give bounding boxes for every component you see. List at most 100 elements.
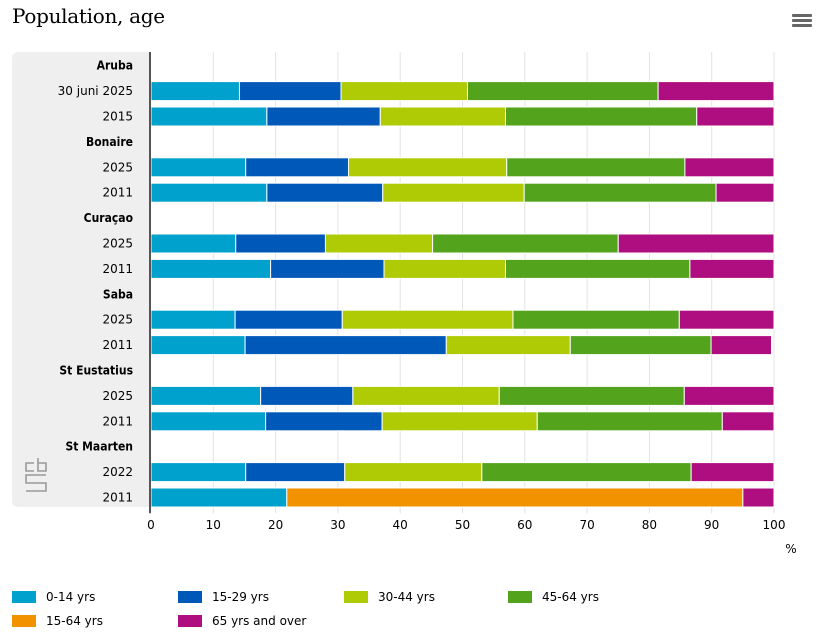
bar-segment-a30_44[interactable] xyxy=(379,106,506,127)
bar-segment-a45_64[interactable] xyxy=(512,309,680,330)
x-tick-label: 10 xyxy=(206,518,221,532)
bar-segment-a45_64[interactable] xyxy=(481,462,692,483)
bar-segment-a45_64[interactable] xyxy=(432,233,619,254)
bar-segment-a45_64[interactable] xyxy=(569,335,712,356)
bar-segment-a15_29[interactable] xyxy=(234,309,343,330)
bar-segment-a45_64[interactable] xyxy=(506,157,686,178)
legend-item[interactable]: 30-44 yrs xyxy=(344,590,435,604)
bar-segment-a65[interactable] xyxy=(715,182,775,203)
legend-swatch xyxy=(12,591,36,603)
legend-swatch xyxy=(344,591,368,603)
legend-item[interactable]: 15-29 yrs xyxy=(178,590,269,604)
row-label: 2022 xyxy=(102,465,133,479)
menu-bar xyxy=(792,24,812,27)
bar-segment-a15_29[interactable] xyxy=(245,157,349,178)
bar-segment-a45_64[interactable] xyxy=(536,411,723,432)
bar-segment-a65[interactable] xyxy=(742,487,775,508)
bar-segment-a30_44[interactable] xyxy=(352,385,500,406)
x-tick-label: 30 xyxy=(330,518,345,532)
bar-segment-a15_29[interactable] xyxy=(270,258,385,279)
bar-segment-a65[interactable] xyxy=(721,411,775,432)
bar-segment-a30_44[interactable] xyxy=(382,182,525,203)
row-label: 2025 xyxy=(102,389,133,403)
row-label: 2011 xyxy=(102,186,133,200)
legend-label: 65 yrs and over xyxy=(212,614,307,628)
bar-segment-a65[interactable] xyxy=(710,335,773,356)
row-label: 2015 xyxy=(102,110,133,124)
x-tick-label: 40 xyxy=(393,518,408,532)
row-label: 2011 xyxy=(102,414,133,428)
menu-bar xyxy=(792,19,812,22)
menu-bar xyxy=(792,14,812,17)
bar-segment-a0_14[interactable] xyxy=(150,462,247,483)
bar-segment-a0_14[interactable] xyxy=(150,106,268,127)
legend-item[interactable]: 45-64 yrs xyxy=(508,590,599,604)
legend-label: 30-44 yrs xyxy=(378,590,435,604)
legend-label: 15-64 yrs xyxy=(46,614,103,628)
cbs-logo-icon xyxy=(25,458,47,492)
bar-segment-a0_14[interactable] xyxy=(150,385,262,406)
bar-segment-a65[interactable] xyxy=(678,309,775,330)
bar-segment-a15_29[interactable] xyxy=(260,385,354,406)
row-label: 2011 xyxy=(102,262,133,276)
bar-segment-a0_14[interactable] xyxy=(150,258,272,279)
bar-segment-a65[interactable] xyxy=(657,81,775,102)
bar-segment-a0_14[interactable] xyxy=(150,81,240,102)
bar-segment-a15_29[interactable] xyxy=(238,81,342,102)
bar-segment-a15_29[interactable] xyxy=(245,462,346,483)
chart-title: Population, age xyxy=(12,4,165,28)
legend-swatch xyxy=(12,615,36,627)
bar-segment-a30_44[interactable] xyxy=(347,157,508,178)
bar-segment-a15_29[interactable] xyxy=(265,411,383,432)
bar-segment-a45_64[interactable] xyxy=(466,81,659,102)
row-label: 30 juni 2025 xyxy=(58,84,133,98)
bar-segment-a65[interactable] xyxy=(690,462,775,483)
bar-segment-a65[interactable] xyxy=(684,157,775,178)
bar-segment-a30_44[interactable] xyxy=(344,462,483,483)
bar-segment-a30_44[interactable] xyxy=(340,81,468,102)
bar-segment-a30_44[interactable] xyxy=(383,258,506,279)
x-tick-label: 90 xyxy=(704,518,719,532)
legend-item[interactable]: 65 yrs and over xyxy=(178,614,306,628)
bar-segment-a15_29[interactable] xyxy=(266,106,381,127)
legend-item[interactable]: 15-64 yrs xyxy=(12,614,103,628)
x-tick-label: 0 xyxy=(147,518,155,532)
bar-segment-a15_64[interactable] xyxy=(286,487,744,508)
bar-segment-a0_14[interactable] xyxy=(150,309,236,330)
legend-swatch xyxy=(178,591,202,603)
bar-segment-a0_14[interactable] xyxy=(150,335,246,356)
bar-segment-a0_14[interactable] xyxy=(150,182,268,203)
category-label: Saba xyxy=(103,287,133,301)
bar-segment-a15_29[interactable] xyxy=(244,335,447,356)
bar-segment-a65[interactable] xyxy=(617,233,775,254)
bar-segment-a0_14[interactable] xyxy=(150,233,237,254)
bar-segment-a0_14[interactable] xyxy=(150,487,288,508)
x-tick-label: 80 xyxy=(642,518,657,532)
bar-segment-a15_29[interactable] xyxy=(266,182,384,203)
bar-segment-a30_44[interactable] xyxy=(341,309,514,330)
bar-segment-a65[interactable] xyxy=(696,106,775,127)
hamburger-menu-icon[interactable] xyxy=(790,12,814,34)
bar-segment-a65[interactable] xyxy=(689,258,775,279)
x-axis-ticks: 0 10 20 30 40 50 60 70 80 90 100 xyxy=(147,518,785,532)
row-label-panel xyxy=(12,52,150,507)
category-label: Curaçao xyxy=(84,211,133,225)
bar-segment-a0_14[interactable] xyxy=(150,411,267,432)
row-label: 2025 xyxy=(102,237,133,251)
bar-segment-a30_44[interactable] xyxy=(381,411,538,432)
bar-segment-a0_14[interactable] xyxy=(150,157,247,178)
x-tick-label: 70 xyxy=(579,518,594,532)
row-label: 2011 xyxy=(102,338,133,352)
bar-segment-a45_64[interactable] xyxy=(498,385,685,406)
bar-segment-a65[interactable] xyxy=(683,385,775,406)
bar-segment-a30_44[interactable] xyxy=(445,335,571,356)
bar-segment-a30_44[interactable] xyxy=(324,233,434,254)
bar-segment-a45_64[interactable] xyxy=(523,182,717,203)
category-label: St Maarten xyxy=(65,440,133,454)
legend-item[interactable]: 0-14 yrs xyxy=(12,590,95,604)
bar-segment-a15_29[interactable] xyxy=(235,233,326,254)
category-label: St Eustatius xyxy=(59,364,133,378)
bar-segment-a45_64[interactable] xyxy=(504,258,691,279)
bar-segment-a45_64[interactable] xyxy=(504,106,698,127)
